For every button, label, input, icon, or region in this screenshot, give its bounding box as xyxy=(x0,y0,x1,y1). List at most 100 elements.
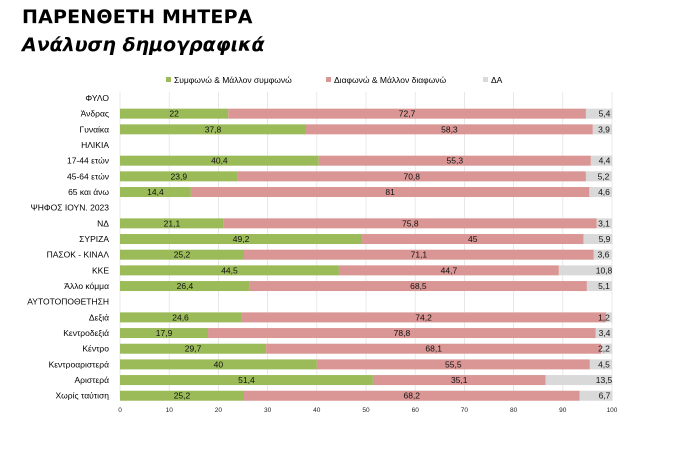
data-label: 21,1 xyxy=(164,218,181,228)
bar-segment xyxy=(585,171,612,182)
x-tick-label: 90 xyxy=(559,407,567,414)
data-label: 68,1 xyxy=(425,344,442,354)
category-label: ΣΥΡΙΖΑ xyxy=(79,234,109,244)
bar-segment xyxy=(318,155,591,166)
group-header-label: ΑΥΤΟΤΟΠΟΘΕΤΗΣΗ xyxy=(27,297,109,307)
bar-segment xyxy=(583,234,613,245)
data-label: 5,2 xyxy=(598,171,610,181)
category-label: Δεξιά xyxy=(89,312,109,322)
legend-label: Διαφωνώ & Μάλλον διαφωνώ xyxy=(334,75,447,85)
data-label: 5,9 xyxy=(599,234,611,244)
x-tick-label: 80 xyxy=(510,407,518,414)
data-label: 51,4 xyxy=(238,375,255,385)
bar-segment xyxy=(589,187,612,198)
data-label: 26,4 xyxy=(177,281,194,291)
data-label: 4,4 xyxy=(599,156,611,166)
category-label: ΚΚΕ xyxy=(92,265,109,275)
bar-segment xyxy=(120,281,250,292)
category-label: Άνδρας xyxy=(81,109,109,119)
bar-segment xyxy=(120,171,238,182)
bar-segment xyxy=(579,390,613,401)
data-label: 3,9 xyxy=(598,124,610,134)
bar-segment xyxy=(243,390,580,401)
data-label: 2,2 xyxy=(598,344,610,354)
bar-segment xyxy=(590,155,613,166)
bar-segment xyxy=(120,375,373,386)
data-label: 70,8 xyxy=(403,171,420,181)
bar-segment xyxy=(585,108,613,119)
bar-segment xyxy=(120,218,224,229)
bar-segment xyxy=(237,171,586,182)
data-label: 24,6 xyxy=(172,312,189,322)
data-label: 58,3 xyxy=(441,124,458,134)
data-label: 68,2 xyxy=(403,391,420,401)
data-label: 74,2 xyxy=(415,312,432,322)
x-tick-label: 100 xyxy=(607,407,618,414)
x-tick-label: 40 xyxy=(313,407,321,414)
bar-segment xyxy=(223,218,597,229)
bar-segment xyxy=(120,124,306,135)
bar-segment xyxy=(558,265,612,276)
bar-segment xyxy=(120,108,229,119)
legend-label: ΔΑ xyxy=(491,75,503,85)
data-label: 17,9 xyxy=(156,328,173,338)
bar-segment xyxy=(545,375,612,386)
x-tick-label: 20 xyxy=(215,407,223,414)
bar-segment xyxy=(120,312,242,323)
data-label: 4,6 xyxy=(598,187,610,197)
bar-segment xyxy=(190,187,590,198)
bar-segment xyxy=(305,124,593,135)
x-tick-label: 0 xyxy=(118,407,122,414)
bar-segment xyxy=(120,390,244,401)
data-label: 49,2 xyxy=(233,234,250,244)
category-label: Άλλο κόμμα xyxy=(64,281,109,291)
page-title: ΠΑΡΕΝΘΕΤΗ ΜΗΤΕΡΑ xyxy=(22,6,253,28)
group-header-label: ΗΛΙΚΙΑ xyxy=(81,140,109,150)
data-label: 44,5 xyxy=(221,265,238,275)
bar-segment xyxy=(120,343,267,354)
category-label: Αριστερά xyxy=(74,375,109,385)
data-label: 45 xyxy=(468,234,478,244)
legend-label: Συμφωνώ & Μάλλον συμφωνώ xyxy=(174,75,292,85)
legend-swatch xyxy=(326,77,331,82)
data-label: 23,9 xyxy=(171,171,188,181)
category-label: ΠΑΣΟΚ - ΚΙΝΑΛ xyxy=(47,250,110,260)
data-label: 13,5 xyxy=(596,375,613,385)
category-label: Κέντρο xyxy=(82,344,109,354)
bar-segment xyxy=(316,359,590,370)
group-header-label: ΦΥΛΟ xyxy=(85,93,109,103)
bar-segment xyxy=(592,124,612,135)
category-label: Κεντροαριστερά xyxy=(49,359,109,369)
bar-segment xyxy=(120,265,339,276)
bar-segment xyxy=(593,249,612,260)
legend-swatch xyxy=(483,77,488,82)
data-label: 22 xyxy=(169,109,179,119)
data-label: 37,8 xyxy=(205,124,222,134)
bar-segment xyxy=(243,249,594,260)
bar-segment xyxy=(249,281,587,292)
data-label: 78,8 xyxy=(394,328,411,338)
bar-segment xyxy=(338,265,559,276)
data-label: 29,7 xyxy=(185,344,202,354)
bar-segment xyxy=(595,328,613,339)
bar-segment xyxy=(372,375,546,386)
bar-segment xyxy=(362,234,584,245)
bar-segment xyxy=(266,343,602,354)
data-label: 40,4 xyxy=(211,156,228,166)
bar-segment xyxy=(120,155,319,166)
data-label: 3,1 xyxy=(598,218,610,228)
category-label: ΝΔ xyxy=(97,218,109,228)
x-tick-label: 60 xyxy=(412,407,420,414)
category-label: 45-64 ετών xyxy=(67,171,109,181)
data-label: 10,8 xyxy=(596,265,613,275)
data-label: 35,1 xyxy=(451,375,468,385)
bar-segment xyxy=(120,234,363,245)
category-label: Κεντροδεξιά xyxy=(63,328,109,338)
data-label: 6,7 xyxy=(599,391,611,401)
data-label: 3,6 xyxy=(598,250,610,260)
bar-segment xyxy=(228,108,586,119)
category-label: 17-44 ετών xyxy=(67,156,109,166)
data-label: 25,2 xyxy=(174,391,191,401)
data-label: 55,3 xyxy=(447,156,464,166)
